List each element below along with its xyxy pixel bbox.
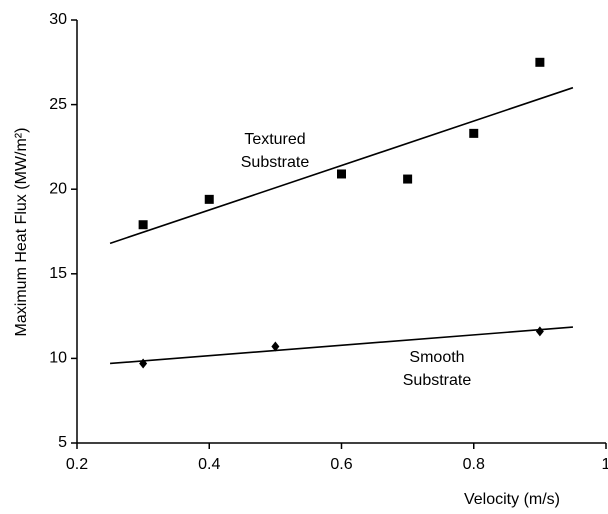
point xyxy=(337,169,346,179)
point xyxy=(403,174,413,184)
series-label: Textured xyxy=(244,131,305,148)
x-tick-label: 1 xyxy=(602,456,608,473)
fit-line xyxy=(109,86,574,245)
y-tick-label: 15 xyxy=(49,265,67,282)
series-label: Smooth xyxy=(409,349,464,366)
y-tick-label: 30 xyxy=(49,11,67,28)
x-tick-label: 0.2 xyxy=(66,456,88,473)
series-label: Substrate xyxy=(403,372,472,389)
y-tick-label: 25 xyxy=(49,96,67,113)
y-tick-label: 10 xyxy=(49,350,67,367)
y-tick-label: 5 xyxy=(58,434,67,451)
y-tick-label: 20 xyxy=(49,180,67,197)
x-tick-label: 0.8 xyxy=(463,456,485,473)
x-axis-title: Velocity (m/s) xyxy=(464,491,560,508)
x-tick-label: 0.4 xyxy=(198,456,220,473)
y-axis-title: Maximum Heat Flux (MW/m²) xyxy=(13,128,30,337)
point xyxy=(138,220,148,230)
point xyxy=(271,341,280,352)
point xyxy=(204,194,214,204)
fit-line xyxy=(109,326,574,365)
series-label: Substrate xyxy=(241,154,310,171)
point xyxy=(535,57,545,67)
point xyxy=(535,326,544,337)
point xyxy=(139,358,148,369)
point xyxy=(469,128,479,138)
x-tick-label: 0.6 xyxy=(330,456,352,473)
